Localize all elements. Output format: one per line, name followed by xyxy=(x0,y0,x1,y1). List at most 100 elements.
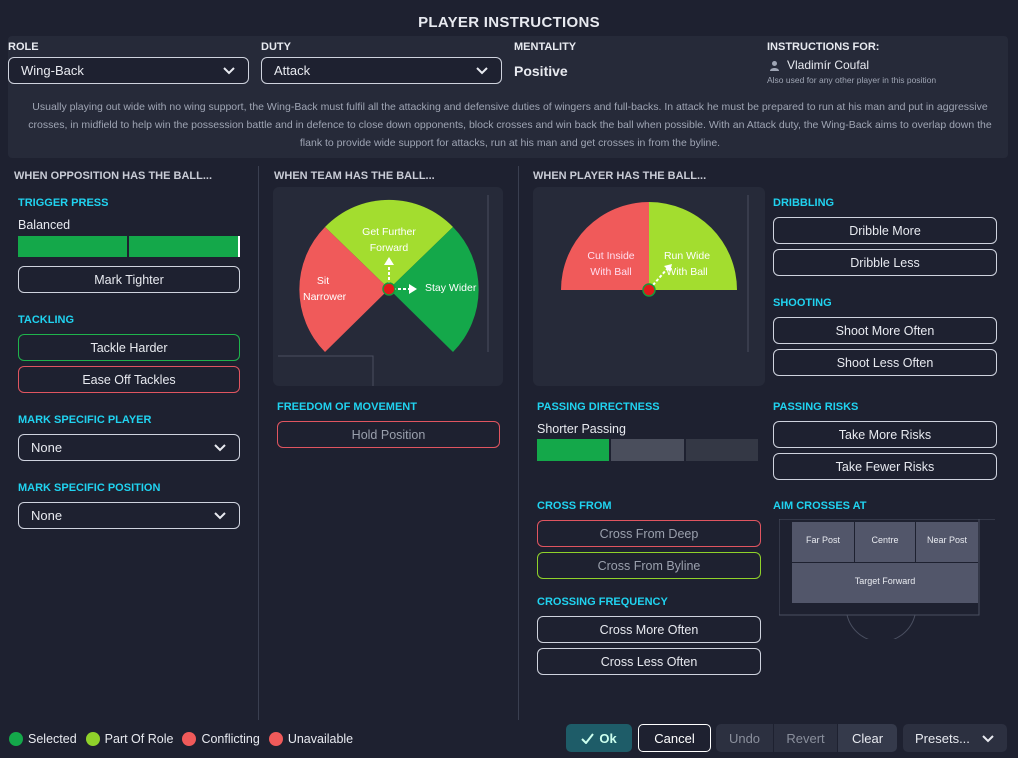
aim-crosses-label: AIM CROSSES AT xyxy=(773,500,867,512)
aim-crosses-pitch: Far Post Centre Near Post Target Forward xyxy=(778,518,995,643)
legend-label: Unavailable xyxy=(287,732,354,746)
mark-position-dropdown[interactable]: None xyxy=(18,502,240,529)
hold-position-button[interactable]: Hold Position xyxy=(277,421,500,448)
cancel-button[interactable]: Cancel xyxy=(638,724,711,752)
selected-dot-icon xyxy=(9,732,23,746)
shooting-label: SHOOTING xyxy=(773,297,832,309)
trigger-press-slider[interactable] xyxy=(18,236,240,257)
ease-off-tackles-button[interactable]: Ease Off Tackles xyxy=(18,366,240,393)
run-wide-text2: With Ball xyxy=(666,266,708,278)
role-dropdown[interactable]: Wing-Back xyxy=(8,57,249,84)
near-post-target[interactable] xyxy=(916,522,978,562)
chevron-down-icon xyxy=(982,734,994,742)
legend-label: Selected xyxy=(28,732,77,746)
slider-segment xyxy=(129,236,240,257)
instructions-for-note: Also used for any other player in this p… xyxy=(767,75,937,85)
mark-player-value: None xyxy=(31,440,63,455)
duty-value: Attack xyxy=(274,63,311,78)
dribble-more-button[interactable]: Dribble More xyxy=(773,217,997,244)
legend-label: Conflicting xyxy=(201,732,260,746)
presets-label: Presets... xyxy=(915,730,970,746)
cross-less-often-button[interactable]: Cross Less Often xyxy=(537,648,761,675)
run-wide-text: Run Wide xyxy=(663,250,711,262)
sit-narrower-text: Sit xyxy=(316,275,330,287)
ok-button[interactable]: Ok xyxy=(566,724,632,752)
player-name-row: Vladimír Coufal xyxy=(769,58,869,72)
duty-dropdown[interactable]: Attack xyxy=(261,57,502,84)
opposition-header: WHEN OPPOSITION HAS THE BALL... xyxy=(14,170,213,182)
legend-label: Part Of Role xyxy=(104,732,174,746)
presets-dropdown[interactable]: Presets... xyxy=(903,724,1007,752)
ok-label: Ok xyxy=(599,730,617,746)
player-dribbling-pitch: Cut Inside With Ball Run Wide With Ball xyxy=(533,187,765,386)
person-icon xyxy=(770,60,779,71)
chevron-down-icon xyxy=(223,67,235,75)
cut-inside-segment[interactable] xyxy=(561,202,649,290)
role-info-panel xyxy=(8,36,1008,158)
further-forward-text2: Forward xyxy=(369,242,409,254)
sit-narrower-label: Sit Narrower xyxy=(303,273,346,305)
team-movement-diagram xyxy=(278,195,489,386)
player-header: WHEN PLAYER HAS THE BALL... xyxy=(533,170,707,182)
unavailable-dot-icon xyxy=(268,732,283,746)
dribbling-label: DRIBBLING xyxy=(773,197,835,209)
conflicting-dot-icon xyxy=(182,732,197,746)
mentality-value: Positive xyxy=(514,63,568,79)
duty-label: DUTY xyxy=(261,41,291,53)
target-forward-target[interactable] xyxy=(792,563,978,603)
far-post-target[interactable] xyxy=(792,522,854,562)
slider-segment xyxy=(18,236,127,257)
legend-part-of-role: Part Of Role xyxy=(85,732,174,746)
tackling-label: TACKLING xyxy=(18,314,75,326)
cross-from-label: CROSS FROM xyxy=(537,500,612,512)
slider-segment xyxy=(685,439,758,461)
stay-wider-label: Stay Wider xyxy=(425,282,477,294)
mark-position-label: MARK SPECIFIC POSITION xyxy=(18,482,161,494)
sit-narrower-segment[interactable] xyxy=(299,227,389,352)
cross-more-often-button[interactable]: Cross More Often xyxy=(537,616,761,643)
chevron-down-icon xyxy=(214,444,226,452)
aim-crosses-diagram xyxy=(778,518,995,643)
passing-directness-slider[interactable] xyxy=(537,439,758,461)
dialog-title: PLAYER INSTRUCTIONS xyxy=(418,14,600,31)
crossing-frequency-label: CROSSING FREQUENCY xyxy=(537,596,668,608)
shoot-less-button[interactable]: Shoot Less Often xyxy=(773,349,997,376)
trigger-press-label: TRIGGER PRESS xyxy=(18,197,109,209)
mark-tighter-button[interactable]: Mark Tighter xyxy=(18,266,240,293)
chevron-down-icon xyxy=(214,512,226,520)
further-forward-label: Get Further Forward xyxy=(353,224,425,256)
role-label: ROLE xyxy=(8,41,39,53)
revert-button[interactable]: Revert xyxy=(774,724,837,752)
slider-segment xyxy=(537,439,610,461)
passing-risks-label: PASSING RISKS xyxy=(773,401,859,413)
undo-button[interactable]: Undo xyxy=(716,724,773,752)
target-forward-label: Target Forward xyxy=(854,576,916,586)
further-forward-segment[interactable] xyxy=(325,199,453,289)
mentality-label: MENTALITY xyxy=(514,41,577,53)
trigger-press-value: Balanced xyxy=(18,218,71,232)
team-header: WHEN TEAM HAS THE BALL... xyxy=(274,170,435,182)
run-wide-label: Run Wide With Ball xyxy=(655,248,719,280)
legend: Selected Part Of Role Conflicting Unavai… xyxy=(9,732,353,746)
further-forward-text: Get Further xyxy=(362,226,416,238)
take-fewer-risks-button[interactable]: Take Fewer Risks xyxy=(773,453,997,480)
stay-wider-segment[interactable] xyxy=(389,227,479,352)
centre-target[interactable] xyxy=(855,522,915,562)
clear-button[interactable]: Clear xyxy=(838,724,897,752)
shoot-more-button[interactable]: Shoot More Often xyxy=(773,317,997,344)
check-icon xyxy=(581,732,595,744)
near-post-label: Near Post xyxy=(926,535,968,545)
take-more-risks-button[interactable]: Take More Risks xyxy=(773,421,997,448)
column-divider xyxy=(258,166,259,720)
column-divider xyxy=(518,166,519,720)
tackle-harder-button[interactable]: Tackle Harder xyxy=(18,334,240,361)
part-of-role-dot-icon xyxy=(85,732,100,746)
mark-player-dropdown[interactable]: None xyxy=(18,434,240,461)
cross-from-deep-button[interactable]: Cross From Deep xyxy=(537,520,761,547)
legend-selected: Selected xyxy=(9,732,77,746)
dribble-less-button[interactable]: Dribble Less xyxy=(773,249,997,276)
slider-segment xyxy=(611,439,684,461)
cut-inside-text2: With Ball xyxy=(590,266,632,278)
mark-position-value: None xyxy=(31,508,63,523)
cross-from-byline-button[interactable]: Cross From Byline xyxy=(537,552,761,579)
